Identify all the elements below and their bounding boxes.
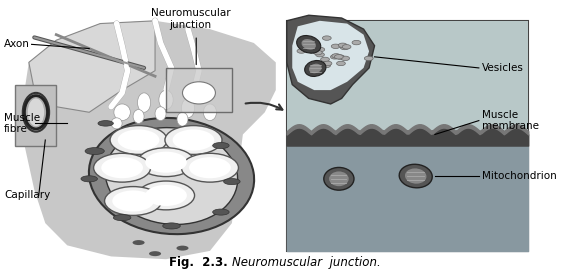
Circle shape [335,55,343,59]
Text: Muscle
membrane: Muscle membrane [481,110,538,131]
Ellipse shape [133,109,144,123]
Bar [166,68,232,112]
Circle shape [313,50,322,55]
Ellipse shape [405,168,427,184]
Circle shape [336,61,345,66]
Ellipse shape [224,179,240,185]
Circle shape [94,153,151,182]
Text: Vesicles: Vesicles [481,63,524,73]
Circle shape [303,41,312,46]
Circle shape [331,55,339,59]
Circle shape [352,40,361,45]
Polygon shape [23,21,276,259]
Circle shape [315,70,324,74]
Ellipse shape [23,93,49,132]
Circle shape [165,126,222,154]
Circle shape [138,181,195,210]
Text: Neuromuscular
junction: Neuromuscular junction [151,8,231,30]
Ellipse shape [203,104,216,121]
Polygon shape [29,21,155,112]
Bar [287,21,528,251]
Circle shape [110,126,167,154]
Ellipse shape [155,107,166,121]
Ellipse shape [309,64,321,73]
Circle shape [332,54,340,58]
Ellipse shape [163,223,180,229]
Ellipse shape [85,148,104,155]
Ellipse shape [301,39,316,50]
Ellipse shape [106,128,238,225]
Circle shape [323,36,331,40]
Circle shape [342,45,351,49]
Text: Neuromuscular  junction.: Neuromuscular junction. [232,256,381,269]
Ellipse shape [176,246,188,251]
Ellipse shape [132,240,144,245]
Circle shape [145,185,187,206]
Ellipse shape [324,167,354,190]
Polygon shape [292,21,369,90]
Ellipse shape [149,251,161,256]
Bar [15,85,57,146]
Ellipse shape [182,98,195,118]
Circle shape [331,44,340,48]
Circle shape [297,49,306,53]
Circle shape [336,55,344,59]
Circle shape [138,148,195,177]
Circle shape [340,45,349,50]
Ellipse shape [89,118,254,234]
Circle shape [315,63,324,67]
Ellipse shape [183,82,215,104]
Ellipse shape [98,121,113,126]
Circle shape [172,129,214,151]
Ellipse shape [113,214,131,221]
Text: Fig.  2.3.: Fig. 2.3. [169,256,232,269]
Ellipse shape [28,98,44,126]
Circle shape [321,63,331,68]
Circle shape [189,157,231,178]
Ellipse shape [297,36,321,53]
Text: Capillary: Capillary [4,190,50,200]
Ellipse shape [111,118,122,129]
Text: Muscle
fibre: Muscle fibre [4,113,41,134]
Text: Axon: Axon [4,39,30,49]
Circle shape [338,43,347,48]
Ellipse shape [177,112,188,126]
Circle shape [104,186,162,215]
Ellipse shape [305,60,326,76]
Ellipse shape [159,90,173,109]
Circle shape [112,190,154,211]
Circle shape [321,57,329,62]
Circle shape [341,56,349,60]
Ellipse shape [399,164,432,188]
Circle shape [118,129,159,151]
Ellipse shape [212,143,229,149]
Ellipse shape [114,104,130,121]
Circle shape [316,52,324,57]
Text: Mitochondrion: Mitochondrion [481,171,556,181]
Ellipse shape [329,171,349,186]
Ellipse shape [212,209,229,215]
Circle shape [182,153,239,182]
Circle shape [316,47,325,52]
Ellipse shape [138,93,151,112]
Circle shape [145,152,187,173]
Circle shape [101,157,143,178]
Circle shape [323,61,332,66]
Polygon shape [287,15,375,104]
Bar [287,21,528,131]
Circle shape [364,56,373,61]
Ellipse shape [81,176,98,182]
